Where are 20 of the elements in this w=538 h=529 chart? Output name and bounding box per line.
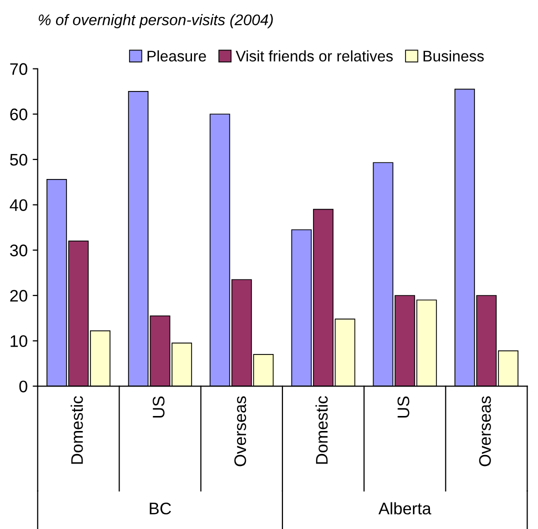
y-tick-label: 30 [10,244,28,256]
legend-label: Pleasure [148,50,206,62]
y-tick-label: 70 [10,63,28,75]
text: BC [150,502,171,514]
x-tick-label: US [152,396,165,418]
legend-label: Business [424,50,484,62]
text: Alberta [378,502,432,514]
legend-label: Visit friends or relatives [236,50,393,62]
x-tick-label: US [398,396,410,418]
x-tick-label: Domestic [315,396,328,464]
y-tick-label: 0 [19,380,28,392]
x-tick-label: Overseas [479,396,491,466]
x-tick-label: Domestic [70,396,83,464]
y-tick-label: 60 [10,108,28,120]
y-tick-label: 10 [10,335,28,348]
x-tick-label: Overseas [234,396,246,466]
y-tick-label: 20 [10,290,28,302]
y-tick-label: 40 [10,199,28,211]
y-tick-label: 50 [10,154,28,166]
chart-title: % of overnight person-visits (2004) [38,14,273,28]
